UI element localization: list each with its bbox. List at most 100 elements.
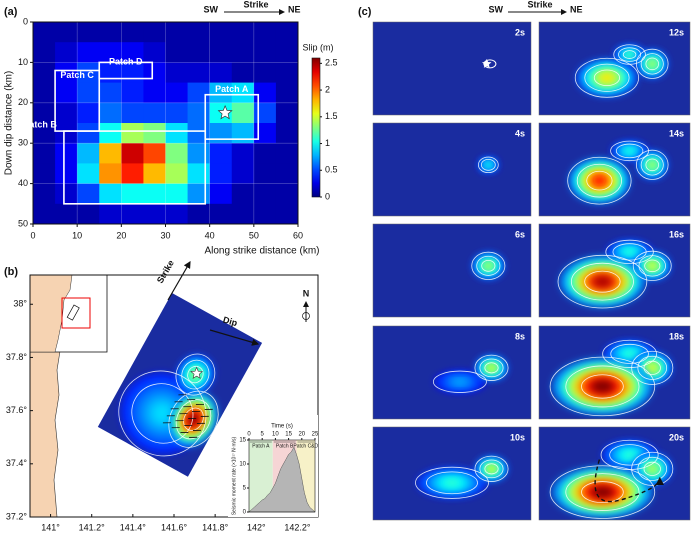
slip-cell (33, 62, 56, 83)
inset-frame (248, 439, 316, 513)
slip-cell (33, 183, 56, 205)
panel-label: (a) (4, 6, 18, 18)
slip-cell (165, 62, 188, 83)
contour (643, 360, 661, 375)
header-right: NE (288, 4, 301, 14)
slip-cell (253, 22, 277, 43)
inset-box (61, 297, 91, 329)
slip-blob (626, 52, 634, 57)
slip-cell (187, 183, 211, 205)
contour (581, 374, 624, 399)
slip-blob (623, 350, 636, 357)
slip-cell (143, 42, 166, 63)
slip-cell (121, 42, 144, 63)
slip-cell (231, 22, 255, 43)
slip-blob (592, 175, 607, 186)
slip-cell (231, 62, 255, 83)
slip-cell (187, 42, 211, 63)
hypocenter (217, 104, 233, 120)
panel-label: (b) (4, 266, 18, 278)
contour (131, 383, 194, 444)
slip-blob (648, 262, 657, 270)
slip-cell (187, 203, 211, 225)
map-frame (29, 274, 319, 518)
rake-arrow (162, 422, 171, 424)
colorbar-tick-label: 1.5 (325, 111, 338, 121)
snapshot-border (538, 122, 691, 217)
slip-cell (33, 102, 56, 124)
slip-blob (625, 148, 634, 154)
contour (479, 459, 504, 479)
slip-cell (209, 42, 233, 63)
slip-cell (121, 163, 144, 184)
slip-blob (592, 275, 613, 288)
slip-cell (275, 203, 299, 225)
slip-cell (99, 82, 122, 104)
snapshot-frame (373, 224, 531, 317)
slip-cell (33, 163, 56, 184)
frame-time: 20s (669, 432, 684, 442)
contour (631, 451, 674, 486)
slip-cell (121, 203, 144, 225)
snapshot-slip (574, 44, 669, 98)
contour (477, 156, 499, 174)
y-tick-label: 0 (23, 16, 28, 26)
fault-slip (118, 353, 219, 457)
rake-arrow (166, 415, 175, 417)
rake-arrow (200, 415, 209, 417)
slip-cell (275, 163, 299, 184)
slip-cell (99, 22, 122, 43)
contour (610, 343, 649, 364)
contour (622, 50, 637, 59)
frame-time: 14s (669, 128, 684, 138)
rake-arrow (179, 413, 188, 415)
contour (644, 259, 661, 273)
slip-cell (253, 102, 277, 124)
frame-time: 2s (515, 27, 525, 37)
frame-time: 8s (515, 331, 525, 341)
contour (637, 355, 668, 380)
slip-cell (253, 183, 277, 205)
slip-cell (187, 143, 211, 164)
slip-cell (77, 102, 100, 124)
y-tick-label: 38° (13, 299, 27, 309)
snapshot-border (538, 325, 691, 420)
slip-cell (253, 123, 277, 144)
slip-cell (165, 22, 188, 43)
phase-label: Patch A (252, 443, 270, 449)
x-tick-label: 141° (41, 522, 60, 532)
contour (480, 158, 496, 171)
slip-cell (275, 42, 299, 63)
slip-cell (275, 82, 299, 104)
rake-arrow (188, 418, 197, 419)
slip-blob (648, 161, 656, 169)
contour (640, 53, 664, 75)
slip-cell (165, 143, 188, 164)
contour (181, 359, 210, 390)
contour (640, 154, 664, 176)
y-tick-label: 0 (243, 510, 247, 516)
contour (638, 255, 666, 277)
slip-cell (33, 123, 56, 144)
colorbar-tick-label: 2.5 (325, 58, 338, 68)
slip-blob (624, 249, 635, 255)
slip-cell (275, 102, 299, 124)
x-tick-label: 20 (298, 432, 305, 438)
colorbar (311, 57, 321, 198)
slip-cell (143, 102, 166, 124)
slip-blob (188, 413, 199, 426)
slip-cell (55, 123, 78, 144)
x-tick-label: 40 (205, 230, 215, 240)
snapshot-border (538, 223, 691, 318)
x-tick-label: 141.8° (202, 522, 229, 532)
slip-cell (253, 143, 277, 164)
contour (635, 48, 669, 79)
header-left: SW (204, 4, 219, 14)
patch-label: Patch B (23, 119, 57, 129)
slip-cell (33, 203, 56, 225)
slip-cell (275, 143, 299, 164)
slip-cell (55, 143, 78, 164)
phase-label: Patch B (276, 443, 294, 449)
y-axis-title: Down dip distance (km) (4, 71, 15, 175)
slip-cell (253, 42, 277, 63)
